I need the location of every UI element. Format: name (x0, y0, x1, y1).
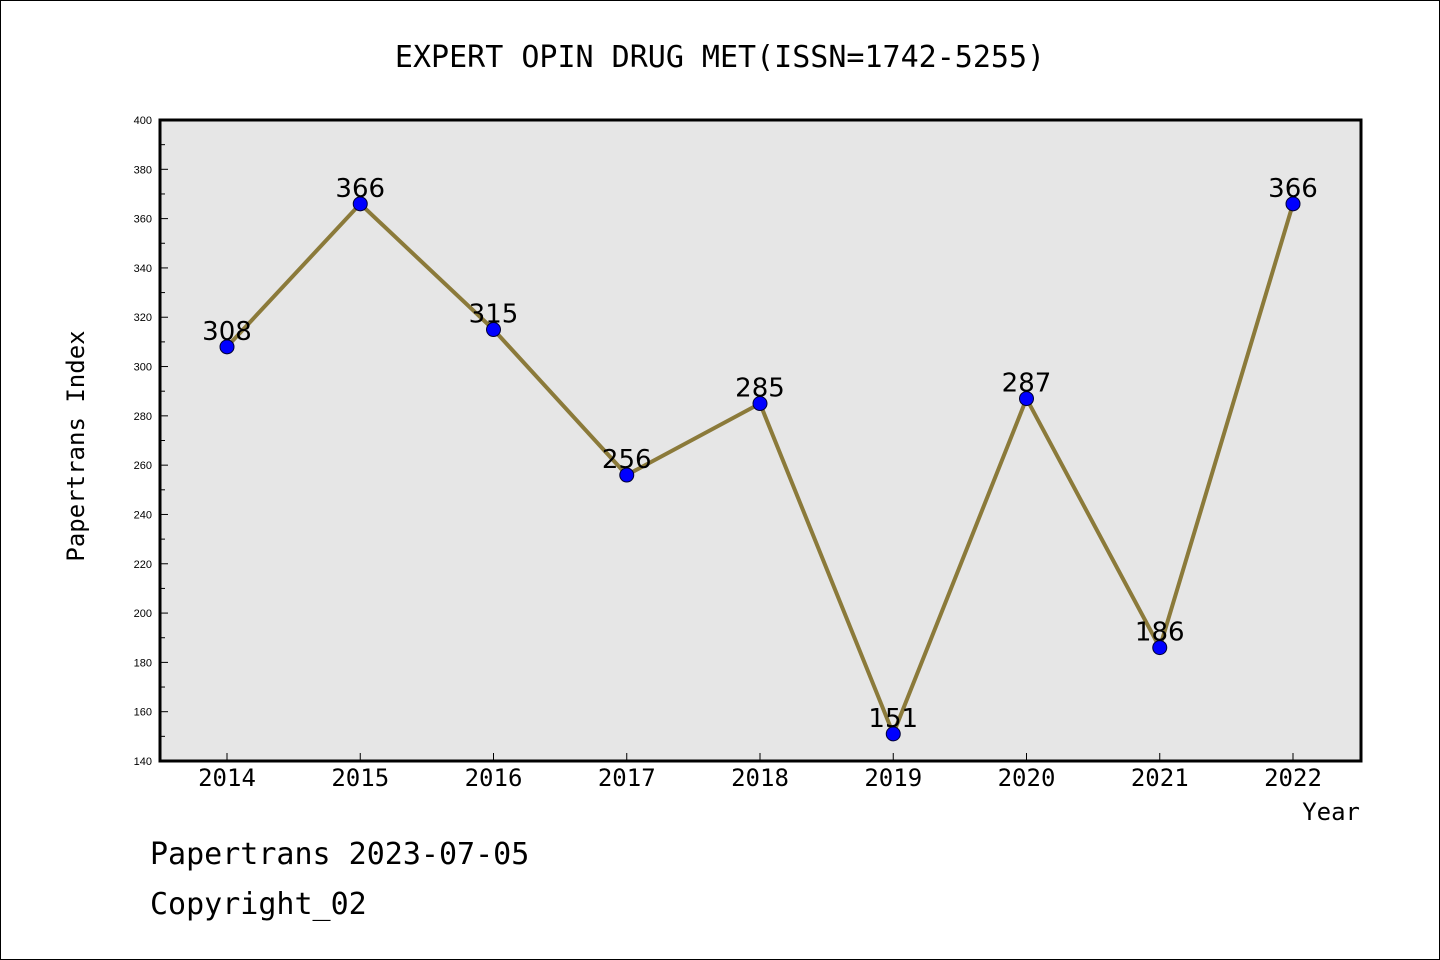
x-tick-label: 2014 (198, 764, 256, 792)
x-axis-ticks: 2014 2015 2016 2017 2018 2019 2020 2021 2022 (198, 753, 1322, 792)
footer-copyright: Copyright_02 (150, 887, 367, 922)
y-tick-label: 220 (134, 559, 152, 571)
y-axis-ticks: 140 160 180 200 220 240 260 280 300 320 340 360 380 4… (134, 115, 168, 768)
data-point-2014 (219, 339, 235, 355)
plot-area (158, 118, 1363, 763)
data-point-2018 (752, 396, 768, 412)
data-point-2015 (352, 196, 368, 212)
data-label-2017: 256 (602, 445, 652, 475)
y-axis-label: Papertrans Index (62, 330, 90, 561)
x-tick-label: 2019 (864, 764, 922, 792)
y-tick-label: 380 (134, 164, 152, 176)
y-tick-label: 240 (134, 509, 152, 521)
data-label-2016: 315 (469, 300, 519, 330)
chart-title: EXPERT OPIN DRUG MET(ISSN=1742-5255) (395, 40, 1045, 75)
data-point-2022 (1285, 196, 1301, 212)
y-tick-label: 340 (134, 263, 152, 275)
x-tick-label: 2017 (598, 764, 656, 792)
y-tick-label: 360 (134, 214, 152, 226)
x-tick-label: 2015 (331, 764, 389, 792)
y-tick-label: 400 (134, 115, 152, 127)
x-tick-label: 2020 (998, 764, 1056, 792)
data-label-2018: 285 (735, 374, 785, 404)
x-tick-label: 2018 (731, 764, 789, 792)
y-tick-label: 200 (134, 608, 152, 620)
data-label-2020: 287 (1002, 369, 1052, 399)
data-point-2016 (486, 322, 501, 338)
data-point-2017 (619, 467, 635, 483)
data-label-2022: 366 (1268, 174, 1318, 204)
y-tick-label: 260 (134, 460, 152, 472)
data-label-2015: 366 (335, 174, 385, 204)
x-axis-label: Year (1302, 798, 1360, 826)
y-tick-label: 160 (134, 707, 152, 719)
y-tick-label: 300 (134, 362, 152, 374)
x-tick-label: 2022 (1264, 764, 1322, 792)
data-point-2019 (885, 726, 901, 742)
data-point-2020 (1019, 391, 1034, 407)
data-label-2014: 308 (202, 317, 252, 347)
y-tick-label: 140 (134, 756, 152, 768)
series-papertrans-index: 308 366 315 256 285 151 287 186 366 (202, 174, 1318, 742)
data-label-2019: 151 (868, 704, 918, 734)
data-label-2021: 186 (1135, 618, 1185, 648)
data-point-2021 (1152, 640, 1168, 656)
y-tick-label: 280 (134, 411, 152, 423)
x-tick-label: 2016 (465, 764, 523, 792)
y-tick-label: 180 (134, 657, 152, 669)
x-tick-label: 2021 (1131, 764, 1189, 792)
footer-date: Papertrans 2023-07-05 (150, 837, 529, 872)
y-tick-label: 320 (134, 312, 152, 324)
